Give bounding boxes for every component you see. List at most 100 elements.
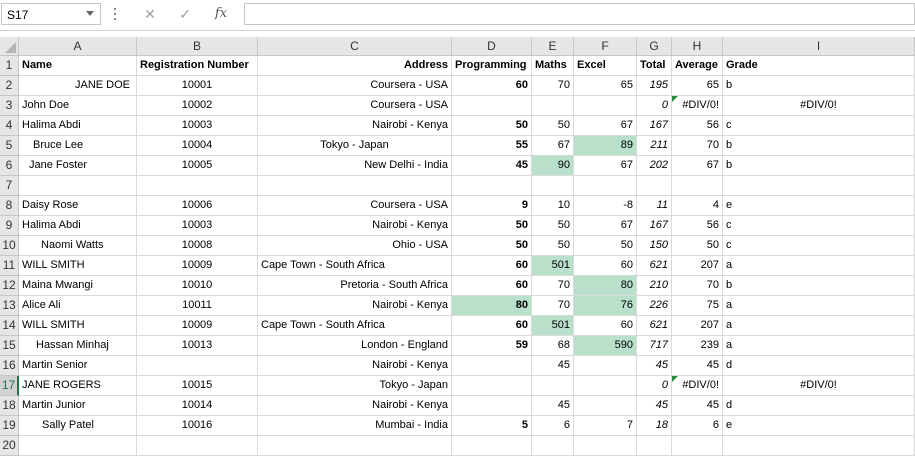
cell-g7[interactable]	[637, 176, 672, 196]
cell-h7[interactable]	[672, 176, 723, 196]
cell-b19[interactable]: 10016	[137, 416, 258, 436]
cell-c9[interactable]: Nairobi - Kenya	[258, 216, 452, 236]
cell-f5[interactable]: 89	[574, 136, 637, 156]
cell-h2[interactable]: 65	[672, 76, 723, 96]
cell-e8[interactable]: 10	[532, 196, 574, 216]
cell-i12[interactable]: b	[723, 276, 915, 296]
cell-e20[interactable]	[532, 436, 574, 456]
cell-i15[interactable]: a	[723, 336, 915, 356]
cell-g17[interactable]: 0	[637, 376, 672, 396]
cell-c11[interactable]: Cape Town - South Africa	[258, 256, 452, 276]
cell-d11[interactable]: 60	[452, 256, 532, 276]
cell-g15[interactable]: 717	[637, 336, 672, 356]
cell-b18[interactable]: 10014	[137, 396, 258, 416]
row-header-20[interactable]: 20	[0, 436, 19, 456]
cell-e17[interactable]	[532, 376, 574, 396]
enter-icon[interactable]: ✓	[179, 6, 191, 22]
cancel-icon[interactable]: ✕	[144, 6, 156, 22]
row-header-15[interactable]: 15	[0, 336, 19, 356]
cell-e9[interactable]: 50	[532, 216, 574, 236]
cell-f20[interactable]	[574, 436, 637, 456]
cell-h20[interactable]	[672, 436, 723, 456]
cell-c6[interactable]: New Delhi - India	[258, 156, 452, 176]
cell-d18[interactable]	[452, 396, 532, 416]
cell-e13[interactable]: 70	[532, 296, 574, 316]
cell-a1[interactable]: Name	[19, 56, 137, 76]
cell-f2[interactable]: 65	[574, 76, 637, 96]
cell-a6[interactable]: Jane Foster	[19, 156, 137, 176]
column-header-f[interactable]: F	[574, 37, 637, 56]
select-all-button[interactable]	[0, 37, 19, 56]
cell-i3[interactable]: #DIV/0!	[723, 96, 915, 116]
cell-a12[interactable]: Maina Mwangi	[19, 276, 137, 296]
cell-e14[interactable]: 501	[532, 316, 574, 336]
cell-c5[interactable]: Tokyo - Japan	[258, 136, 452, 156]
row-header-3[interactable]: 3	[0, 96, 19, 116]
cell-g5[interactable]: 211	[637, 136, 672, 156]
cell-g14[interactable]: 621	[637, 316, 672, 336]
cell-f7[interactable]	[574, 176, 637, 196]
cell-h19[interactable]: 6	[672, 416, 723, 436]
cell-e18[interactable]: 45	[532, 396, 574, 416]
cell-b11[interactable]: 10009	[137, 256, 258, 276]
cell-h4[interactable]: 56	[672, 116, 723, 136]
cell-d13[interactable]: 80	[452, 296, 532, 316]
cell-i20[interactable]	[723, 436, 915, 456]
cell-i5[interactable]: b	[723, 136, 915, 156]
cell-h3[interactable]: #DIV/0!	[672, 96, 723, 116]
cell-d9[interactable]: 50	[452, 216, 532, 236]
cell-b2[interactable]: 10001	[137, 76, 258, 96]
row-header-4[interactable]: 4	[0, 116, 19, 136]
cell-f9[interactable]: 67	[574, 216, 637, 236]
column-header-e[interactable]: E	[532, 37, 574, 56]
cell-a3[interactable]: John Doe	[19, 96, 137, 116]
cell-i10[interactable]: c	[723, 236, 915, 256]
row-header-1[interactable]: 1	[0, 56, 19, 76]
row-header-17[interactable]: 17	[0, 376, 19, 396]
cell-c8[interactable]: Coursera - USA	[258, 196, 452, 216]
column-header-g[interactable]: G	[637, 37, 672, 56]
row-header-9[interactable]: 9	[0, 216, 19, 236]
cell-e7[interactable]	[532, 176, 574, 196]
cell-f1[interactable]: Excel	[574, 56, 637, 76]
cell-c13[interactable]: Nairobi - Kenya	[258, 296, 452, 316]
name-box[interactable]: S17	[1, 3, 101, 25]
cell-b13[interactable]: 10011	[137, 296, 258, 316]
cell-f14[interactable]: 60	[574, 316, 637, 336]
row-header-5[interactable]: 5	[0, 136, 19, 156]
cell-h15[interactable]: 239	[672, 336, 723, 356]
cell-b14[interactable]: 10009	[137, 316, 258, 336]
cell-e5[interactable]: 67	[532, 136, 574, 156]
cell-g18[interactable]: 45	[637, 396, 672, 416]
cell-i7[interactable]	[723, 176, 915, 196]
cell-g19[interactable]: 18	[637, 416, 672, 436]
cell-a10[interactable]: Naomi Watts	[19, 236, 137, 256]
insert-function-icon[interactable]: fx	[214, 6, 228, 21]
row-header-16[interactable]: 16	[0, 356, 19, 376]
cell-d2[interactable]: 60	[452, 76, 532, 96]
cell-e11[interactable]: 501	[532, 256, 574, 276]
cell-e4[interactable]: 50	[532, 116, 574, 136]
cell-h5[interactable]: 70	[672, 136, 723, 156]
cell-c20[interactable]	[258, 436, 452, 456]
cell-i1[interactable]: Grade	[723, 56, 915, 76]
column-header-c[interactable]: C	[258, 37, 452, 56]
cell-i17[interactable]: #DIV/0!	[723, 376, 915, 396]
cell-d19[interactable]: 5	[452, 416, 532, 436]
cell-e15[interactable]: 68	[532, 336, 574, 356]
drag-handle-icon[interactable]	[114, 8, 116, 22]
cell-a4[interactable]: Halima Abdi	[19, 116, 137, 136]
cell-g11[interactable]: 621	[637, 256, 672, 276]
cell-h9[interactable]: 56	[672, 216, 723, 236]
cell-c18[interactable]: Nairobi - Kenya	[258, 396, 452, 416]
cell-f3[interactable]	[574, 96, 637, 116]
cell-c16[interactable]: Nairobi - Kenya	[258, 356, 452, 376]
cell-f15[interactable]: 590	[574, 336, 637, 356]
cell-f16[interactable]	[574, 356, 637, 376]
cell-d17[interactable]	[452, 376, 532, 396]
cell-h18[interactable]: 45	[672, 396, 723, 416]
column-header-b[interactable]: B	[137, 37, 258, 56]
cell-a17[interactable]: JANE ROGERS	[19, 376, 137, 396]
cell-b4[interactable]: 10003	[137, 116, 258, 136]
row-header-7[interactable]: 7	[0, 176, 19, 196]
